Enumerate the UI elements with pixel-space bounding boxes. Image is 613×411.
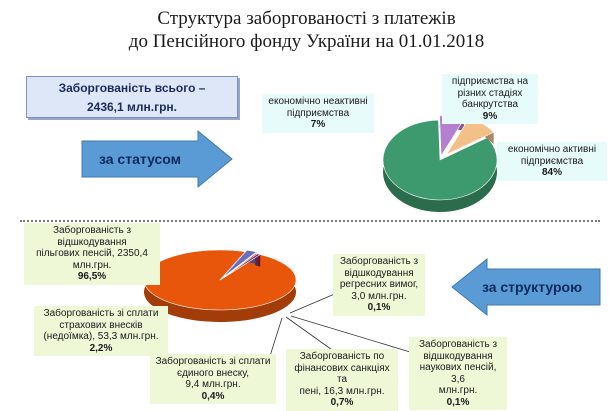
label-regress-claims: Заборгованість з відшкодування регресних… <box>333 254 425 316</box>
label-single-contribution: Заборгованість зі сплати єдиного внеску,… <box>150 354 276 404</box>
label-financial-sanctions: Заборгованість по фінансових санкціях та… <box>286 349 398 411</box>
label-active-enterprises: економічно активні підприємства 84% <box>497 142 607 181</box>
label-preferential-pensions: Заборгованість з відшкодування пільгових… <box>24 223 160 285</box>
by-structure-button[interactable]: за структурою <box>468 269 596 305</box>
section-divider <box>20 220 600 222</box>
label-inactive-enterprises: економічно неактивні підприємства 7% <box>262 94 374 133</box>
status-pie <box>383 116 497 212</box>
label-scientific-pensions: Заборгованість з відшкодування наукових … <box>409 337 507 410</box>
by-status-button[interactable]: за статусом <box>82 141 198 177</box>
label-bankrupt-enterprises: підприємства на різних стадіях банкрутст… <box>442 74 538 124</box>
label-insurance-contributions: Заборгованість зі сплати страхових внеск… <box>34 306 168 356</box>
